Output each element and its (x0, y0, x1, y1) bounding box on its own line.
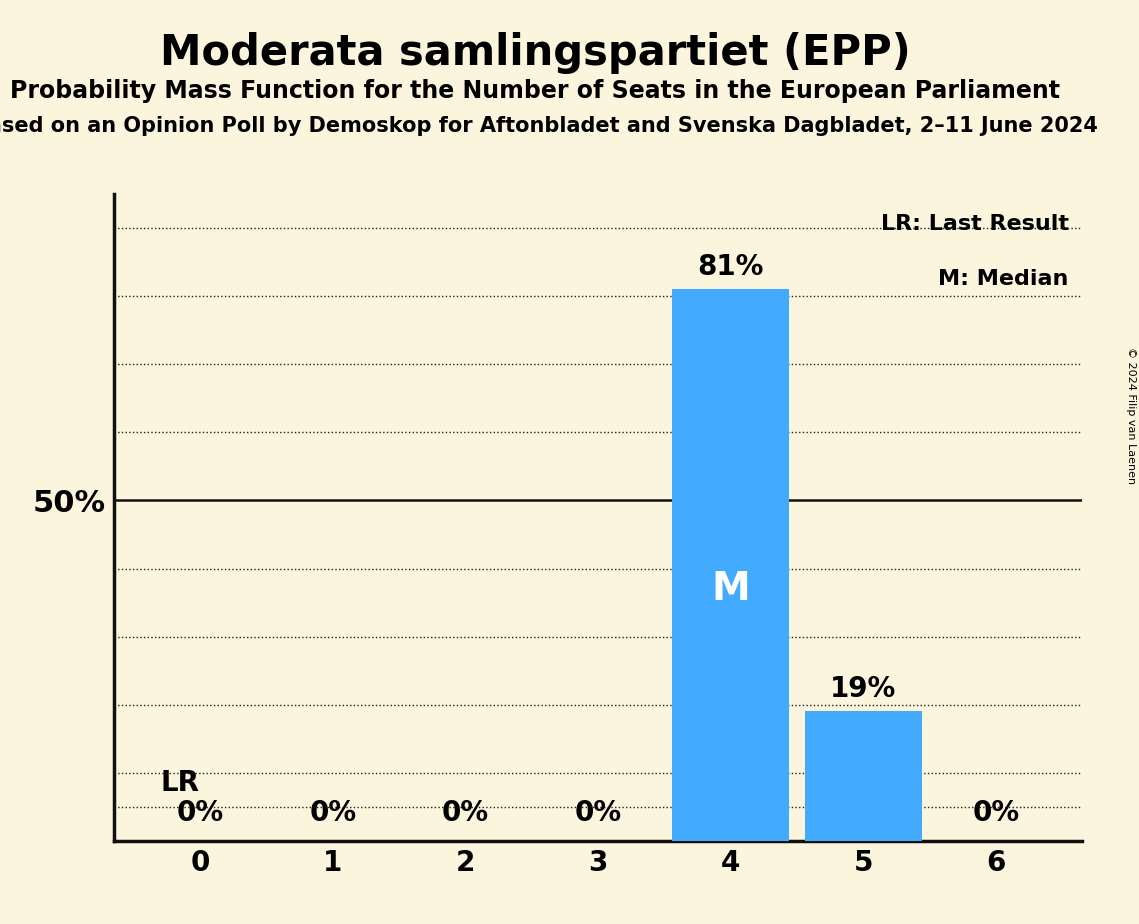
Text: 0%: 0% (177, 799, 223, 827)
Text: Moderata samlingspartiet (EPP): Moderata samlingspartiet (EPP) (159, 32, 911, 74)
Text: LR: LR (161, 769, 199, 796)
Text: 0%: 0% (309, 799, 357, 827)
Text: 0%: 0% (574, 799, 622, 827)
Text: © 2024 Filip van Laenen: © 2024 Filip van Laenen (1126, 347, 1136, 484)
Text: 0%: 0% (442, 799, 489, 827)
Text: LR: Last Result: LR: Last Result (880, 214, 1068, 235)
Text: 19%: 19% (830, 675, 896, 703)
Text: 0%: 0% (973, 799, 1019, 827)
Text: M: M (711, 570, 749, 608)
Bar (672, 289, 789, 841)
Text: Probability Mass Function for the Number of Seats in the European Parliament: Probability Mass Function for the Number… (10, 79, 1060, 103)
Text: 81%: 81% (697, 253, 764, 281)
Text: M: Median: M: Median (939, 269, 1068, 289)
Text: Based on an Opinion Poll by Demoskop for Aftonbladet and Svenska Dagbladet, 2–11: Based on an Opinion Poll by Demoskop for… (0, 116, 1098, 136)
Bar (805, 711, 921, 841)
